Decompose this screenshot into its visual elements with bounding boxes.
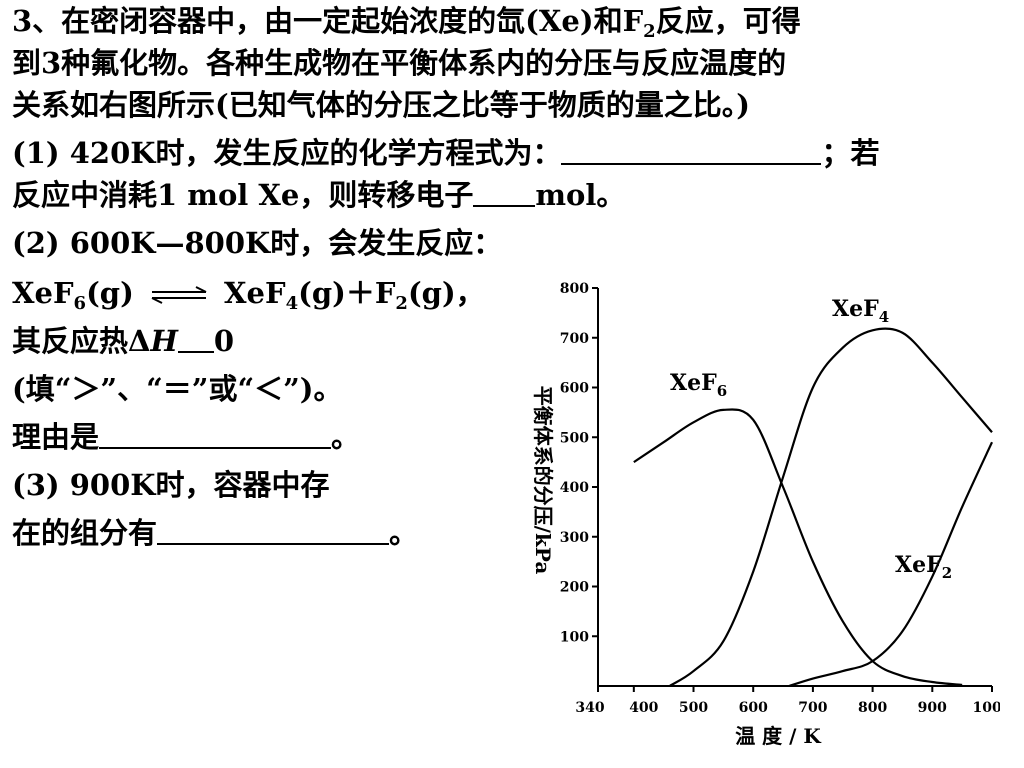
y-tick-label: 200: [560, 580, 589, 596]
part-2-line-1: (2) 600K—800K时，会发生反应：: [12, 226, 503, 260]
part-1-line-2: 反应中消耗1 mol Xe，则转移电子 mol。: [12, 178, 626, 212]
y-tick-label: 700: [560, 331, 589, 347]
part-3-line-1: (3) 900K时，容器中存: [12, 468, 330, 502]
part-1-line-1: (1) 420K时，发生反应的化学方程式为： ；若: [12, 136, 880, 170]
x-tick-label: 600: [739, 700, 768, 716]
answer-blank-components[interactable]: [157, 517, 390, 545]
series-line-xef6: [633, 408, 963, 687]
chart-x-ticks: 340 400 500 600 700 800 900 1000: [575, 686, 1000, 716]
series-label-xef4: XeF4: [832, 296, 889, 326]
answer-blank-electrons[interactable]: [473, 179, 536, 207]
x-tick-label: 340: [575, 700, 604, 716]
part-2-heat: 其反应热ΔH 0: [12, 324, 235, 358]
part-3-line-2: 在的组分有。: [12, 516, 419, 550]
y-tick-label: 400: [560, 480, 589, 496]
answer-blank-heat[interactable]: [177, 325, 214, 353]
x-tick-label: 500: [679, 700, 708, 716]
x-tick-label: 1000: [973, 700, 1000, 716]
series-label-xef6: XeF6: [670, 370, 727, 400]
x-tick-label: 700: [798, 700, 827, 716]
x-tick-label: 400: [629, 700, 658, 716]
series-label-xef2: XeF2: [895, 552, 952, 582]
chart-curves: [633, 327, 993, 688]
y-tick-label: 100: [560, 629, 589, 645]
y-tick-label: 500: [560, 430, 589, 446]
chart-y-axis-label: 平衡体系的分压/kPa: [531, 386, 555, 575]
equilibrium-equation: XeF6(g) XeF4(g)＋F2(g)，: [12, 276, 485, 314]
x-tick-label: 800: [858, 700, 887, 716]
question-line-1: 3、在密闭容器中，由一定起始浓度的氙(Xe)和F2反应，可得: [12, 4, 801, 42]
series-line-xef4: [669, 327, 993, 687]
series-line-xef2: [788, 441, 993, 688]
equilibrium-arrow-icon: [151, 286, 207, 304]
chart-x-axis-label: 温 度 / K: [735, 724, 821, 748]
part-2-fill-hint: (填“＞”、“＝”或“＜”)。: [12, 372, 343, 406]
question-line-3: 关系如右图所示(已知气体的分压之比等于物质的量之比。): [12, 88, 750, 122]
y-tick-label: 300: [560, 530, 589, 546]
answer-blank-equation[interactable]: [561, 137, 822, 165]
x-tick-label: 900: [918, 700, 947, 716]
chart-axes: [597, 288, 992, 687]
part-2-reason: 理由是。: [12, 420, 361, 454]
y-tick-label: 600: [560, 381, 589, 397]
y-tick-label: 800: [560, 281, 589, 297]
chart-y-ticks: 100 200 300 400 500 600 700 800: [560, 281, 598, 645]
partial-pressure-chart: 100 200 300 400 500 600 700 800 340 400 500 600 700…: [531, 281, 1000, 748]
answer-blank-reason[interactable]: [99, 421, 332, 449]
question-line-2: 到3种氟化物。各种生成物在平衡体系内的分压与反应温度的: [12, 46, 787, 80]
